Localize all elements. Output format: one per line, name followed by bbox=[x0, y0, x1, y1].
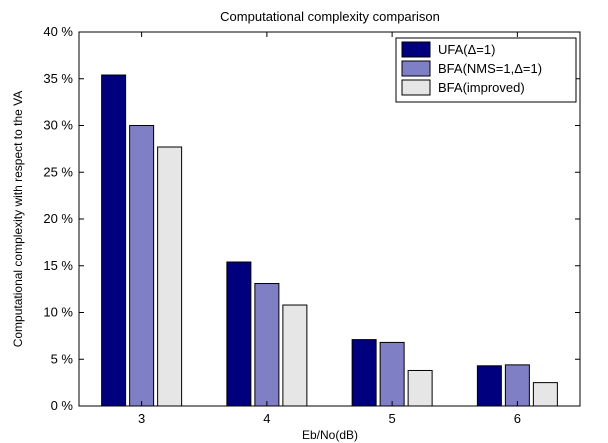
y-tick-label: 15 % bbox=[43, 258, 73, 273]
bar-series-3-cat-6 bbox=[532, 382, 558, 407]
legend: UFA(Δ=1) BFA(NMS=1,Δ=1) BFA(improved) bbox=[395, 37, 577, 103]
x-tick-label: 5 bbox=[389, 411, 396, 426]
bar-series-2-cat-4 bbox=[254, 283, 280, 407]
y-axis: 0 % 5 % 10 % 15 % 20 % 25 % 30 % 35 % 40 % bbox=[43, 24, 580, 413]
bar-series-1-cat-5 bbox=[351, 339, 377, 407]
bar-series-1-cat-3 bbox=[101, 74, 127, 407]
bar-series-2-cat-3 bbox=[129, 125, 155, 407]
x-axis-label: Eb/No(dB) bbox=[302, 428, 358, 442]
y-tick-label: 25 % bbox=[43, 164, 73, 179]
x-tick-label: 4 bbox=[263, 411, 270, 426]
legend-swatch bbox=[401, 60, 431, 77]
bar-series-3-cat-5 bbox=[407, 369, 433, 407]
legend-swatch bbox=[401, 79, 431, 96]
y-tick-label: 30 % bbox=[43, 118, 73, 133]
x-tick-label: 6 bbox=[514, 411, 521, 426]
y-tick-label: 40 % bbox=[43, 24, 73, 39]
bar-series-1-cat-6 bbox=[476, 365, 502, 407]
x-tick-label: 3 bbox=[138, 411, 145, 426]
bar-series-2-cat-5 bbox=[379, 341, 405, 407]
x-axis: 3 4 5 6 bbox=[138, 32, 521, 426]
chart-title: Computational complexity comparison bbox=[220, 9, 440, 24]
y-axis-label: Computational complexity with respect to… bbox=[11, 91, 25, 348]
y-tick-label: 5 % bbox=[51, 351, 74, 366]
legend-label: BFA(improved) bbox=[438, 80, 525, 95]
legend-swatch bbox=[401, 41, 431, 58]
bars-group bbox=[101, 74, 558, 407]
bar-series-3-cat-3 bbox=[157, 146, 183, 407]
bar-series-3-cat-4 bbox=[282, 304, 308, 407]
legend-label: BFA(NMS=1,Δ=1) bbox=[438, 61, 542, 76]
y-tick-label: 20 % bbox=[43, 211, 73, 226]
y-tick-label: 10 % bbox=[43, 305, 73, 320]
y-tick-label: 35 % bbox=[43, 71, 73, 86]
legend-label: UFA(Δ=1) bbox=[438, 42, 495, 57]
y-tick-label: 0 % bbox=[51, 398, 74, 413]
bar-series-2-cat-6 bbox=[504, 364, 530, 407]
bar-series-1-cat-4 bbox=[226, 261, 252, 407]
